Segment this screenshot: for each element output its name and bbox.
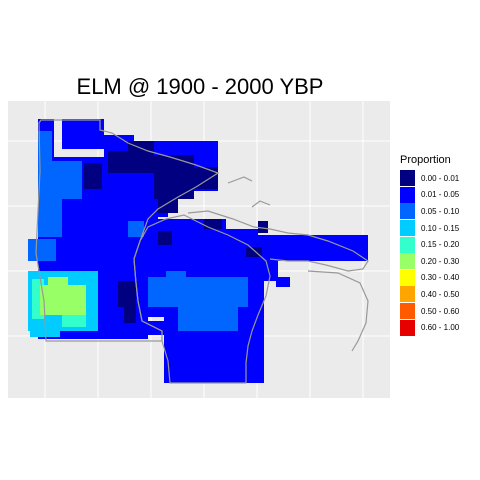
legend-swatch (400, 203, 416, 220)
map-cell (124, 321, 164, 335)
map-cell (204, 219, 222, 229)
shore-fragment-outline (251, 200, 271, 208)
map-cell (124, 301, 136, 323)
isle-royale-outline (227, 176, 253, 184)
legend-entry: 0.60 - 1.00 (400, 319, 459, 336)
map-cell (154, 155, 194, 199)
michigan-lower-outline (307, 270, 369, 352)
legend-label: 0.05 - 0.10 (421, 206, 460, 216)
legend-entry: 0.40 - 0.50 (400, 286, 459, 303)
legend-entry: 0.01 - 0.05 (400, 186, 460, 204)
map-cell (38, 197, 62, 237)
legend-entry: 0.20 - 0.30 (400, 253, 459, 270)
legend-swatch (400, 220, 416, 237)
legend: Proportion 0.00 - 0.01 0.01 - 0.05 0.05 … (400, 154, 459, 336)
map-cell (258, 261, 278, 281)
legend-entry: 0.00 - 0.01 (400, 170, 459, 187)
map-title: ELM @ 1900 - 2000 YBP (76, 74, 324, 99)
legend-entry: 0.15 - 0.20 (400, 236, 459, 253)
legend-swatch (400, 170, 416, 187)
legend-label: 0.40 - 0.50 (421, 289, 460, 299)
map-cell (40, 285, 86, 315)
michigan-upper-outline (187, 210, 369, 272)
legend-entry: 0.30 - 0.40 (400, 269, 460, 287)
legend-swatch (400, 269, 416, 286)
map-cell (248, 235, 368, 261)
map-cell (118, 281, 136, 307)
wisconsin-outline (133, 214, 271, 384)
map-cell (84, 163, 102, 189)
map-cell (62, 119, 104, 149)
minnesota-outline (35, 119, 220, 342)
legend-label: 0.60 - 1.00 (421, 323, 460, 333)
legend-label: 0.20 - 0.30 (421, 256, 460, 266)
map-cell (48, 277, 68, 289)
map-cell (46, 161, 82, 199)
legend-swatch (400, 186, 416, 203)
map-cell (246, 247, 262, 257)
legend-swatch (400, 286, 416, 303)
legend-entry: 0.05 - 0.10 (400, 203, 459, 220)
legend-title: Proportion (400, 154, 451, 166)
legend-label: 0.50 - 0.60 (421, 306, 460, 316)
legend-label: 0.10 - 0.15 (421, 223, 460, 233)
map-cell (108, 151, 134, 173)
map-cell (128, 141, 154, 173)
legend-label: 0.01 - 0.05 (421, 190, 460, 200)
legend-swatch (400, 303, 416, 320)
legend-swatch (400, 319, 416, 336)
legend-label: 0.30 - 0.40 (421, 273, 460, 283)
map-cell (28, 239, 56, 261)
legend-entry: 0.50 - 0.60 (400, 303, 459, 320)
legend-entries: 0.00 - 0.01 0.01 - 0.05 0.05 - 0.10 0.10… (400, 170, 459, 336)
map-cell (148, 277, 248, 307)
legend-swatch (400, 253, 416, 270)
map-cell (158, 231, 172, 245)
map-cell (166, 271, 186, 285)
state-outlines (35, 119, 369, 384)
map-cell (158, 199, 178, 213)
map-cell (258, 221, 268, 233)
map-cell (178, 307, 238, 331)
map-cell (128, 221, 144, 237)
map-cells (28, 119, 368, 383)
legend-label: 0.15 - 0.20 (421, 240, 460, 250)
legend-entry: 0.10 - 0.15 (400, 220, 459, 237)
map-cell (276, 277, 290, 287)
map-cell (194, 167, 218, 189)
map-plot (8, 101, 390, 398)
legend-label: 0.00 - 0.01 (421, 173, 460, 183)
map-panel (8, 101, 390, 398)
legend-swatch (400, 236, 416, 253)
